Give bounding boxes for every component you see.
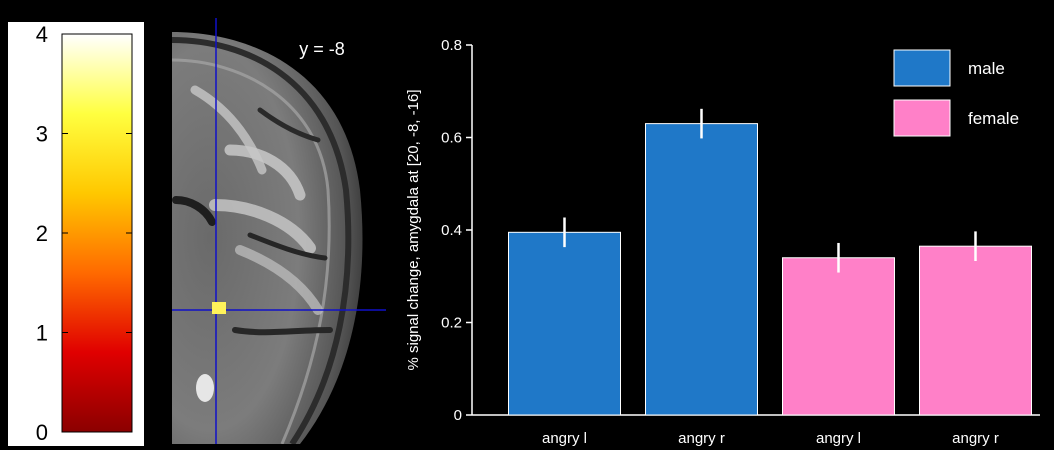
bar-chart: % signal change, amygdala at [20, -8, -1… <box>405 37 1040 447</box>
brain-ventricle <box>172 196 216 226</box>
brain-white-matter-2 <box>224 144 306 201</box>
brain-sulcus-3 <box>232 327 333 336</box>
activation-blob <box>212 302 226 314</box>
brain-white-matter-4 <box>235 245 323 315</box>
bar-male-1 <box>508 231 621 416</box>
bar-female-4 <box>919 245 1032 416</box>
colorbar-tick-label: 2 <box>36 221 48 246</box>
bar-female-3 <box>782 257 895 416</box>
y-tick-label: 0.4 <box>441 222 462 239</box>
y-axis-label: % signal change, amygdala at [20, -8, -1… <box>405 89 422 370</box>
bar-male-2 <box>645 123 758 416</box>
legend-swatch-male <box>893 49 951 87</box>
brain-sulcus-1 <box>257 107 321 143</box>
colorbar-scale <box>61 33 133 433</box>
x-tick-label: angry r <box>952 430 999 447</box>
legend-swatch-female <box>893 99 951 137</box>
legend: male female <box>893 49 1019 137</box>
colorbar-tick-label: 0 <box>36 420 48 445</box>
brain-white-matter-3 <box>209 199 316 254</box>
x-tick-label: angry l <box>542 430 587 447</box>
x-tick-label: angry r <box>678 430 725 447</box>
brain-bright-spot <box>196 374 214 402</box>
x-tick-label: angry l <box>816 430 861 447</box>
bars <box>508 108 1032 416</box>
y-tick-label: 0.6 <box>441 130 462 147</box>
colorbar-tick-label: 1 <box>36 321 48 346</box>
y-tick-label: 0 <box>454 407 462 424</box>
brain-sulcus-2 <box>247 232 328 261</box>
legend-label-female: female <box>968 109 1019 128</box>
legend-label-male: male <box>968 59 1005 78</box>
x-axis-tick-labels: angry l angry r angry l angry r <box>542 430 999 447</box>
brain-slice: y = -8 <box>172 18 386 444</box>
colorbar-ticks: 4 3 2 1 0 <box>36 22 132 445</box>
brain-white-matter-1 <box>190 85 267 175</box>
y-axis-ticks: 0 0.2 0.4 0.6 0.8 <box>441 37 472 424</box>
colorbar-tick-label: 4 <box>36 22 48 47</box>
colorbar-tick-label: 3 <box>36 122 48 147</box>
y-tick-label: 0.2 <box>441 315 462 332</box>
colorbar: 4 3 2 1 0 <box>8 22 144 446</box>
y-tick-label: 0.8 <box>441 37 462 54</box>
brain-cortex-edge <box>172 37 352 444</box>
slice-label: y = -8 <box>299 39 345 59</box>
brain-cortex-band <box>172 58 331 444</box>
